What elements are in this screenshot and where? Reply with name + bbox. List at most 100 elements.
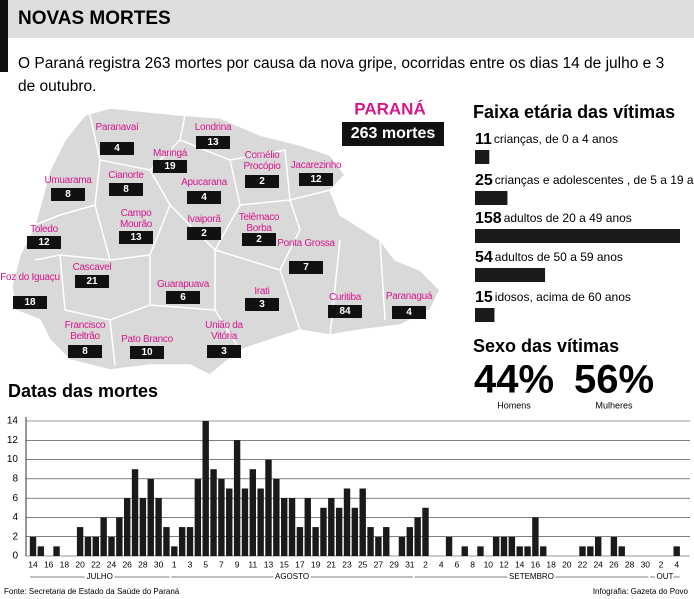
age-bar — [475, 308, 495, 322]
age-value: 54 — [475, 249, 493, 266]
title-accent — [0, 0, 8, 72]
region-name: Paranaguá — [385, 291, 433, 302]
bar — [108, 536, 115, 556]
x-tick-label: 10 — [484, 559, 494, 569]
bar — [281, 498, 288, 556]
bar — [587, 546, 594, 556]
x-tick-label: 31 — [405, 559, 415, 569]
age-label: 54 adultos de 50 a 59 anos — [475, 249, 623, 266]
map-total-box — [342, 122, 444, 146]
bar — [186, 527, 194, 556]
age-value: 15 — [475, 289, 493, 306]
bar — [320, 507, 327, 556]
x-tick-label: 2 — [423, 559, 428, 569]
region-name: Maringá — [152, 148, 188, 159]
bar — [155, 498, 162, 556]
x-tick-label: 22 — [578, 559, 588, 569]
age-bar — [475, 268, 546, 282]
region-deaths: 3 — [245, 298, 279, 311]
x-tick-label: 9 — [235, 559, 240, 569]
region-name: Guarapuava — [156, 279, 210, 290]
sex-title: Sexo das vítimas — [473, 336, 619, 356]
age-label: 158 adultos de 20 a 49 anos — [475, 210, 632, 227]
region-name: Cornélio Procópio — [243, 150, 281, 172]
region-deaths: 2 — [245, 175, 279, 188]
x-tick-label: 18 — [60, 559, 70, 569]
bar — [492, 536, 500, 556]
x-tick-label: 18 — [546, 559, 556, 569]
region-name: Apucarana — [181, 177, 227, 188]
month-label: JULHO — [87, 572, 113, 581]
dates-title: Datas das mortes — [8, 381, 158, 401]
age-value: 25 — [475, 172, 493, 189]
month-label: SETEMBRO — [509, 572, 554, 581]
bar — [226, 488, 233, 556]
age-group: crianças e adolescentes , de 5 a 19 anos — [495, 173, 694, 187]
x-tick-label: 20 — [562, 559, 572, 569]
bar — [84, 536, 92, 556]
region-name: Cascavel — [72, 262, 112, 273]
bar — [595, 536, 602, 556]
bar — [540, 546, 547, 556]
region-name: Curitiba — [328, 292, 362, 303]
age-group: adultos de 20 a 49 anos — [504, 211, 632, 225]
age-bar — [475, 229, 680, 243]
age-group: crianças, de 0 a 4 anos — [494, 132, 618, 146]
x-tick-label: 15 — [279, 559, 289, 569]
bar — [335, 507, 343, 556]
region-deaths: 12 — [299, 173, 333, 186]
region-name: Irati — [254, 286, 270, 297]
age-title: Faixa etária das vítimas — [473, 102, 675, 122]
y-tick-label: 2 — [12, 531, 18, 542]
x-tick-label: 26 — [609, 559, 619, 569]
region-name: Ivaiporã — [187, 214, 221, 225]
bar — [37, 546, 45, 556]
y-tick-label: 0 — [12, 551, 18, 562]
region-deaths: 8 — [109, 183, 143, 196]
bar — [124, 498, 131, 556]
region-name: Paranavaí — [95, 122, 139, 133]
bar — [218, 478, 225, 556]
bar — [359, 488, 366, 556]
region-deaths: 13 — [196, 136, 230, 149]
x-tick-label: 19 — [311, 559, 321, 569]
bar — [461, 546, 468, 556]
month-label: AGOSTO — [275, 572, 309, 581]
region-deaths: 4 — [392, 306, 426, 319]
bar — [139, 498, 147, 556]
region-deaths: 8 — [68, 345, 102, 358]
bar — [524, 546, 531, 556]
map-total: 263 mortes — [351, 125, 436, 142]
x-tick-label: 24 — [593, 559, 603, 569]
month-label: OUT — [656, 572, 673, 581]
bar — [194, 478, 202, 556]
bar — [328, 498, 335, 556]
bar — [398, 536, 406, 556]
x-tick-label: 4 — [674, 559, 679, 569]
bar — [312, 527, 319, 556]
x-tick-label: 1 — [172, 559, 177, 569]
bar — [406, 527, 413, 556]
x-tick-label: 28 — [138, 559, 148, 569]
bar — [241, 488, 249, 556]
bar — [296, 527, 304, 556]
region-deaths: 18 — [13, 296, 47, 309]
bar — [178, 527, 186, 556]
region-deaths: 2 — [242, 233, 276, 246]
bar — [383, 527, 390, 556]
bar — [351, 507, 359, 556]
bar — [343, 488, 351, 556]
bar — [288, 498, 296, 556]
bar — [147, 478, 154, 556]
region-name: Foz do Iguaçu — [0, 272, 60, 283]
source: Fonte: Secretaria de Estado da Saúde do … — [4, 587, 180, 596]
percent-value: 56% — [574, 358, 654, 402]
bar — [257, 488, 264, 556]
x-tick-label: 24 — [107, 559, 117, 569]
page-title: NOVAS MORTES — [18, 8, 171, 29]
region-name: Londrina — [194, 122, 232, 133]
region-deaths: 84 — [328, 305, 362, 318]
bar — [233, 440, 241, 556]
x-tick-label: 28 — [625, 559, 635, 569]
